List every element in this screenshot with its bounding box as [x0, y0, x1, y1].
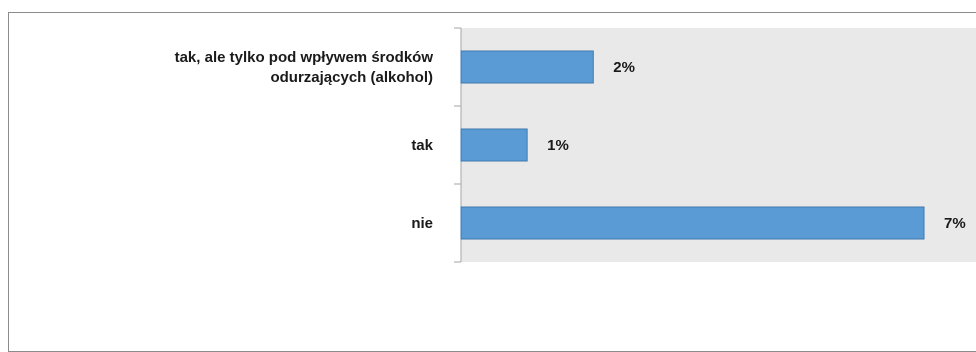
- value-label: 7%: [944, 215, 966, 232]
- bars: [460, 50, 925, 240]
- bar: [460, 206, 925, 240]
- category-label: odurzających (alkohol): [270, 69, 433, 86]
- bar: [460, 128, 528, 162]
- value-label: 2%: [613, 59, 635, 76]
- bar: [460, 50, 594, 84]
- category-labels: tak, ale tylko pod wpływem środków odurza…: [175, 49, 434, 232]
- value-label: 1%: [547, 137, 569, 154]
- category-label: nie: [411, 215, 433, 232]
- bar-chart: tak, ale tylko pod wpływem środków odurza…: [175, 27, 976, 263]
- value-labels: 2% 1% 7%: [547, 59, 966, 232]
- category-label: tak, ale tylko pod wpływem środków: [175, 49, 434, 66]
- y-axis-ticks: [454, 27, 461, 263]
- category-label: tak: [411, 137, 433, 154]
